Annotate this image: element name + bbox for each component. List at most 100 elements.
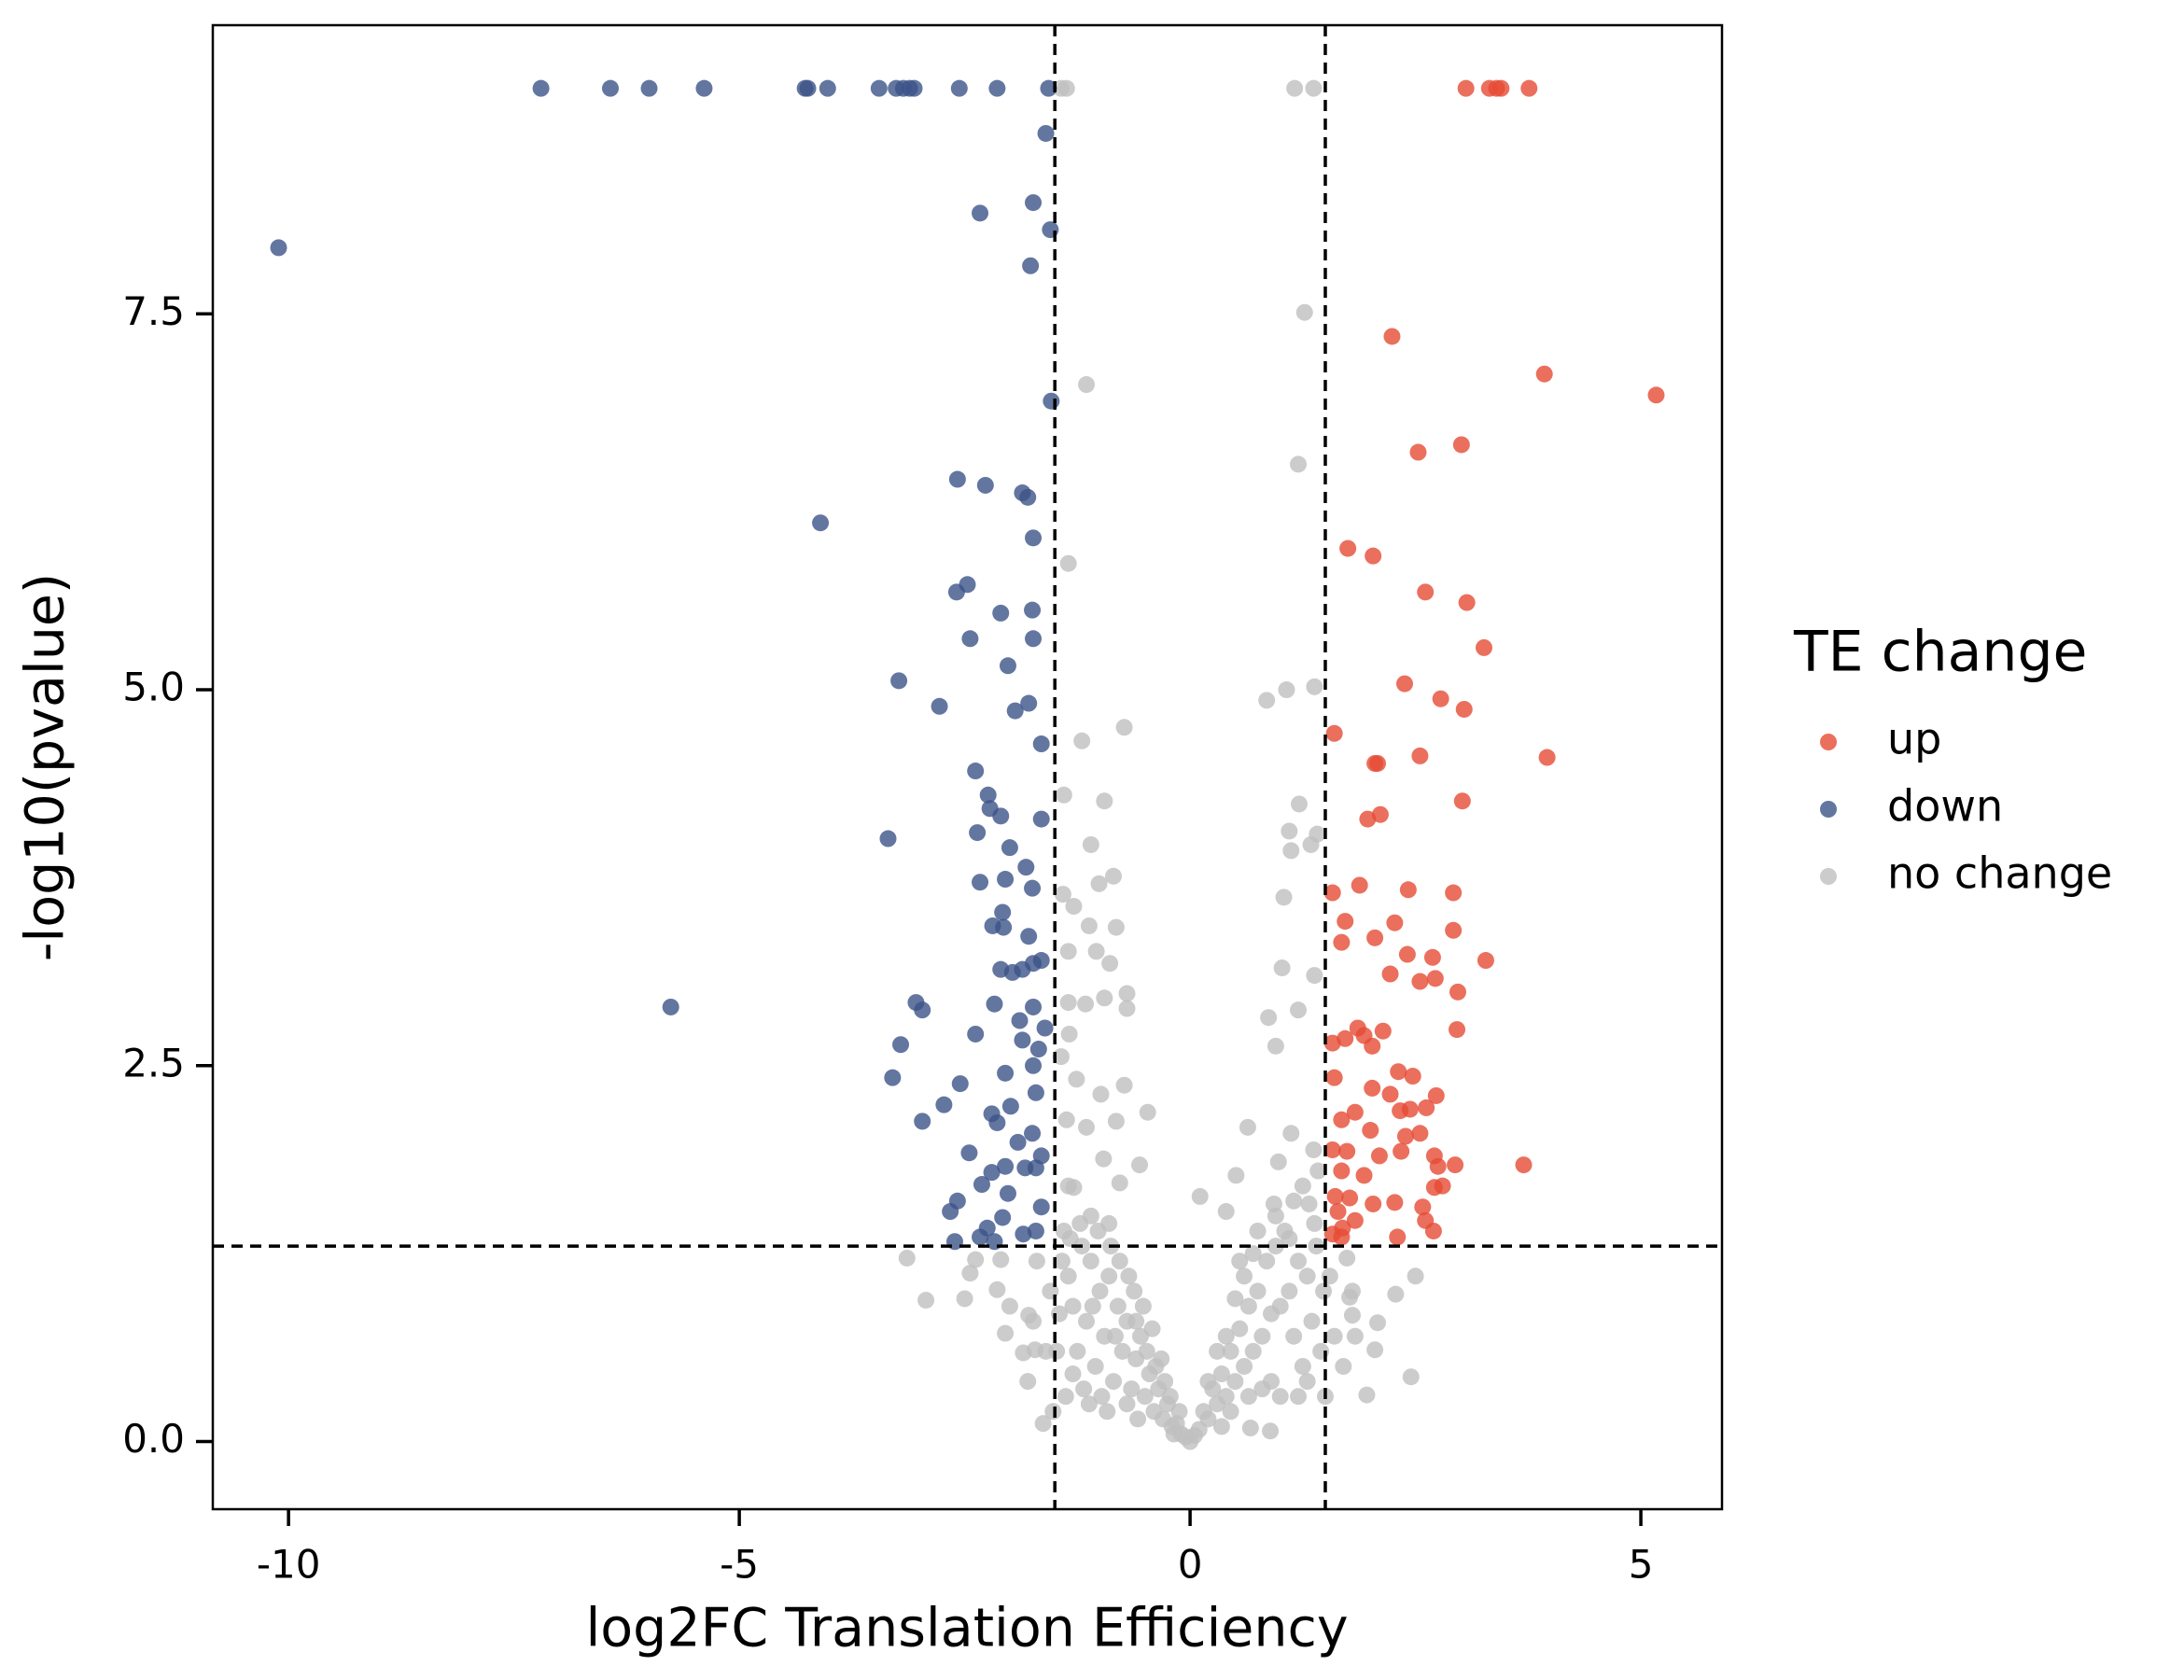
point [997, 871, 1015, 889]
point [988, 1113, 1006, 1131]
point [1069, 1342, 1086, 1360]
point [1647, 386, 1665, 404]
point [1068, 1071, 1085, 1088]
point [1025, 1312, 1043, 1330]
point [1365, 1195, 1382, 1212]
point [1455, 700, 1473, 718]
point [1090, 875, 1108, 892]
point [1457, 79, 1475, 97]
point [1395, 675, 1413, 693]
point [1217, 1388, 1235, 1406]
point [1100, 1214, 1118, 1232]
point [1052, 1048, 1070, 1066]
point [969, 824, 987, 842]
point [1290, 795, 1308, 813]
point [1366, 929, 1384, 946]
point [1199, 1410, 1217, 1428]
point [976, 476, 994, 494]
point [1111, 1253, 1128, 1270]
point [799, 79, 817, 97]
point [1101, 955, 1119, 973]
point [992, 807, 1010, 825]
point [1096, 792, 1113, 810]
point [1335, 1357, 1352, 1375]
point [1445, 884, 1463, 902]
point [1309, 1162, 1327, 1180]
point [695, 79, 713, 97]
point [1323, 1225, 1341, 1243]
point [1338, 1142, 1356, 1160]
point [1273, 959, 1291, 977]
point [1386, 1194, 1404, 1211]
point [1249, 1282, 1267, 1300]
point [1290, 1253, 1308, 1270]
legend-title: TE change [1793, 620, 2087, 685]
point [812, 514, 830, 532]
point [1290, 1001, 1308, 1019]
point [1015, 1225, 1032, 1243]
point [1057, 1111, 1075, 1128]
point [967, 1025, 985, 1043]
point [1426, 970, 1444, 987]
point [1226, 1290, 1244, 1308]
point [1025, 529, 1043, 547]
point [1538, 749, 1556, 766]
point [950, 79, 968, 97]
point [1025, 955, 1043, 973]
point [1059, 554, 1077, 572]
point [1055, 786, 1072, 804]
point [1306, 678, 1323, 695]
point [1458, 594, 1476, 611]
point [1115, 1076, 1133, 1094]
point [1130, 1156, 1148, 1174]
point [1343, 1307, 1361, 1324]
point [1107, 1113, 1125, 1130]
point [1298, 1267, 1316, 1285]
point [1138, 1342, 1155, 1360]
point [1078, 1118, 1096, 1136]
point [1449, 1021, 1466, 1039]
point [1059, 1177, 1077, 1195]
point [1343, 1282, 1361, 1300]
point [986, 995, 1003, 1013]
point [1267, 1238, 1284, 1255]
point [1236, 1267, 1253, 1285]
point [1086, 1357, 1104, 1375]
point [1338, 1249, 1356, 1267]
point [1078, 1312, 1096, 1330]
point [988, 1281, 1006, 1298]
point [1222, 1342, 1239, 1360]
point [1417, 583, 1435, 601]
point [1104, 1373, 1122, 1391]
point [1258, 1253, 1276, 1270]
point [640, 79, 658, 97]
point [1123, 1380, 1141, 1398]
point [1449, 983, 1466, 1001]
point [1302, 835, 1320, 853]
point [997, 1157, 1015, 1175]
point [1064, 1365, 1082, 1383]
point [1402, 1368, 1420, 1386]
point [1295, 303, 1313, 321]
point [1358, 1386, 1376, 1404]
point [1209, 1342, 1226, 1360]
point [1337, 913, 1354, 931]
point [1520, 79, 1538, 97]
point [999, 1184, 1016, 1202]
point [1092, 1085, 1110, 1103]
point [1285, 1192, 1303, 1210]
point [1386, 914, 1404, 931]
point [997, 1324, 1015, 1342]
point [1032, 735, 1050, 753]
x-tick-label: 5 [1629, 1542, 1654, 1588]
point [1346, 1327, 1364, 1345]
point [1432, 690, 1449, 707]
point [1020, 694, 1038, 712]
point [1298, 1373, 1316, 1391]
point [1134, 1297, 1152, 1315]
point [1156, 1373, 1174, 1391]
point [1034, 1415, 1052, 1433]
point [1249, 1222, 1267, 1239]
x-tick-label: -10 [257, 1542, 321, 1588]
